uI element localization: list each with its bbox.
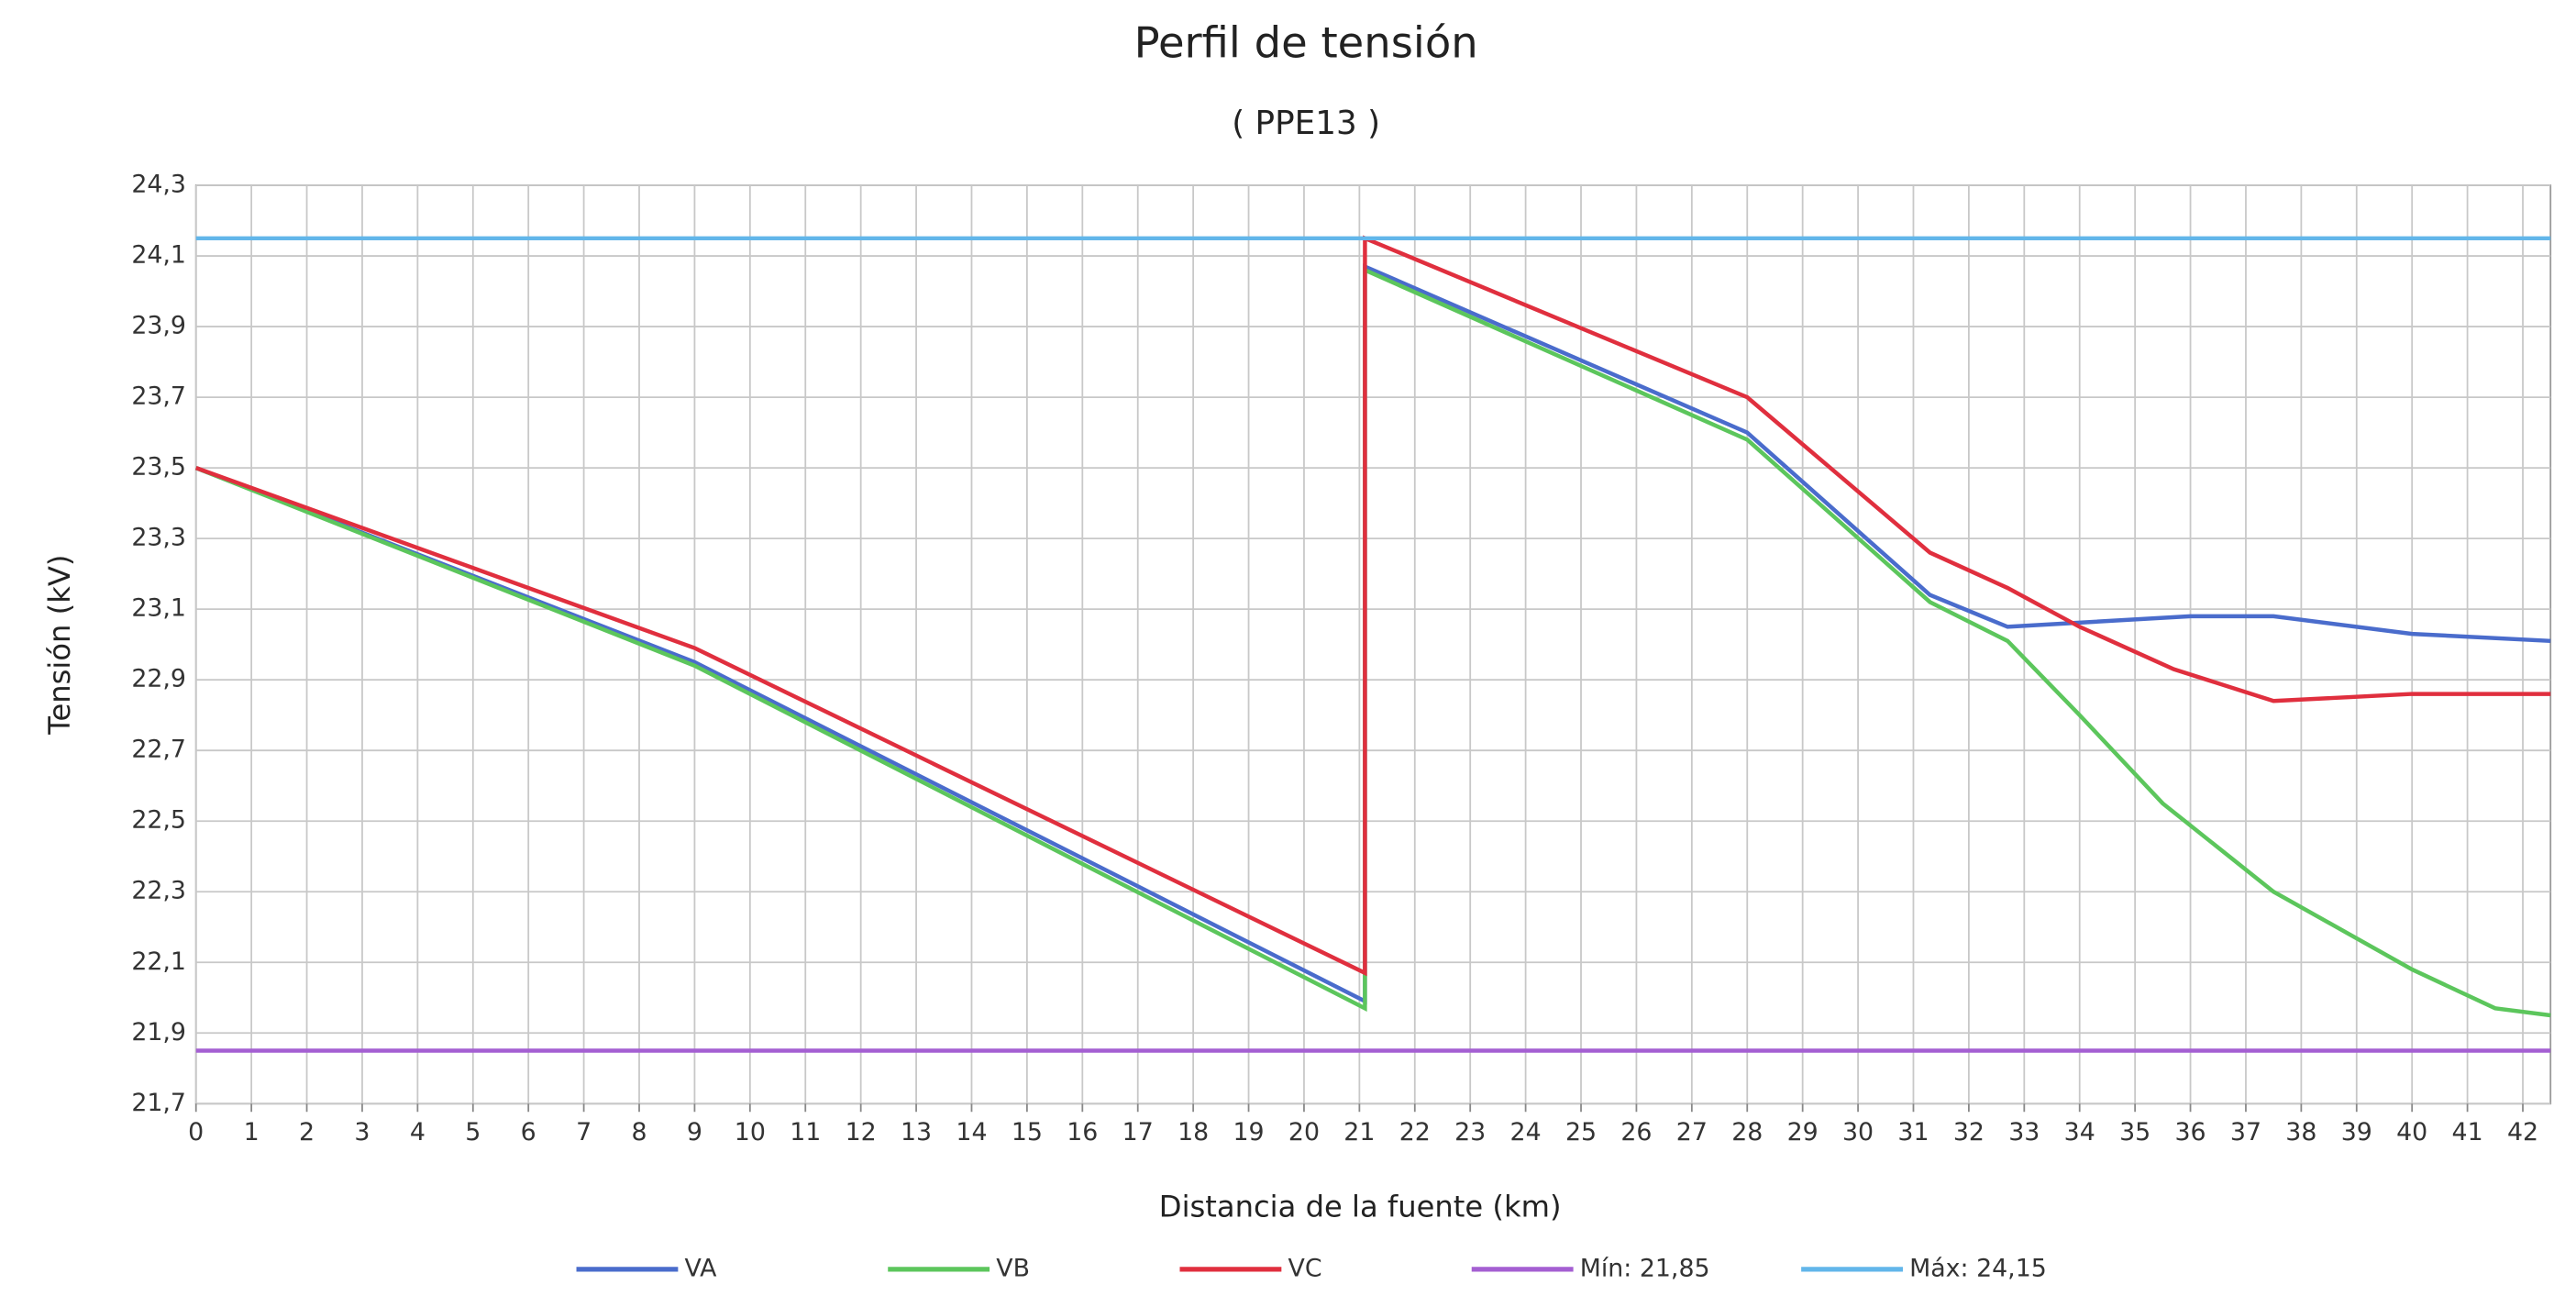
x-tick-label: 2 — [299, 1118, 315, 1146]
x-tick-label: 42 — [2507, 1118, 2538, 1146]
x-tick-label: 29 — [1787, 1118, 1819, 1146]
x-tick-label: 7 — [576, 1118, 591, 1146]
x-tick-label: 39 — [2341, 1118, 2372, 1146]
x-tick-label: 1 — [244, 1118, 260, 1146]
x-tick-label: 11 — [790, 1118, 821, 1146]
x-tick-label: 22 — [1399, 1118, 1431, 1146]
plot-area — [194, 184, 2552, 1105]
legend-label: Máx: 24,15 — [1909, 1254, 2047, 1282]
y-tick-label: 23,9 — [131, 312, 186, 340]
y-tick-label: 23,1 — [131, 594, 186, 623]
chart-subtitle: ( PPE13 ) — [1232, 105, 1380, 142]
x-tick-label: 4 — [410, 1118, 426, 1146]
x-tick-label: 19 — [1233, 1118, 1264, 1146]
x-tick-label: 33 — [2008, 1118, 2040, 1146]
x-tick-label: 14 — [956, 1118, 987, 1146]
x-tick-label: 6 — [521, 1118, 536, 1146]
x-tick-label: 12 — [846, 1118, 877, 1146]
x-tick-label: 40 — [2396, 1118, 2427, 1146]
x-tick-label: 13 — [901, 1118, 932, 1146]
x-tick-label: 10 — [735, 1118, 766, 1146]
series-line — [194, 267, 2551, 1018]
x-tick-label: 24 — [1510, 1118, 1542, 1146]
y-tick-label: 22,5 — [131, 806, 186, 835]
y-tick-label: 21,9 — [131, 1018, 186, 1047]
x-tick-label: 38 — [2285, 1118, 2316, 1146]
x-tick-label: 32 — [1953, 1118, 1985, 1146]
x-tick-label: 28 — [1731, 1118, 1763, 1146]
x-tick-label: 27 — [1676, 1118, 1708, 1146]
y-tick-label: 22,9 — [131, 665, 186, 693]
y-tick-label: 22,7 — [131, 736, 186, 764]
y-tick-label: 23,3 — [131, 524, 186, 552]
x-tick-label: 41 — [2452, 1118, 2483, 1146]
y-axis-label: Tensión (kV) — [42, 555, 77, 736]
legend-label: VA — [685, 1254, 718, 1282]
x-tick-label: 18 — [1177, 1118, 1209, 1146]
y-tick-label: 24,3 — [131, 171, 186, 199]
series-line — [194, 263, 2551, 1005]
series-line — [194, 235, 2551, 977]
x-tick-label: 9 — [687, 1118, 702, 1146]
x-tick-label: 25 — [1565, 1118, 1597, 1146]
y-tick-label: 21,7 — [131, 1089, 186, 1117]
chart-title: Perfil de tensión — [1134, 18, 1478, 68]
x-tick-label: 30 — [1842, 1118, 1874, 1146]
x-tick-label: 16 — [1067, 1118, 1098, 1146]
x-tick-label: 35 — [2119, 1118, 2150, 1146]
x-axis-label: Distancia de la fuente (km) — [1159, 1190, 1562, 1224]
x-tick-label: 15 — [1012, 1118, 1043, 1146]
legend-label: VB — [996, 1254, 1030, 1282]
y-tick-label: 23,7 — [131, 382, 186, 411]
y-tick-label: 22,1 — [131, 947, 186, 976]
x-tick-label: 8 — [631, 1118, 647, 1146]
y-tick-label: 23,5 — [131, 453, 186, 482]
y-tick-label: 24,1 — [131, 241, 186, 270]
legend-label: VC — [1288, 1254, 1322, 1282]
x-tick-label: 31 — [1897, 1118, 1929, 1146]
x-tick-label: 0 — [188, 1118, 204, 1146]
x-tick-label: 37 — [2230, 1118, 2261, 1146]
x-tick-label: 26 — [1620, 1118, 1652, 1146]
x-tick-label: 17 — [1122, 1118, 1154, 1146]
x-tick-label: 5 — [465, 1118, 481, 1146]
legend-label: Mín: 21,85 — [1580, 1254, 1710, 1282]
x-tick-label: 20 — [1288, 1118, 1320, 1146]
x-tick-label: 3 — [354, 1118, 370, 1146]
x-tick-label: 34 — [2064, 1118, 2095, 1146]
x-tick-label: 21 — [1343, 1118, 1375, 1146]
x-tick-label: 36 — [2174, 1118, 2206, 1146]
x-tick-label: 23 — [1454, 1118, 1486, 1146]
y-tick-label: 22,3 — [131, 877, 186, 905]
